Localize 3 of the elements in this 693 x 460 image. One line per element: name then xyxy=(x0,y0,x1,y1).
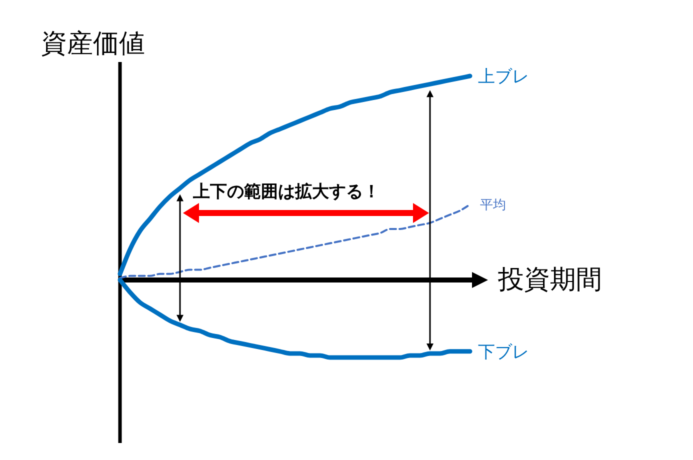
annotation: 上下の範囲は拡大する！ xyxy=(193,182,380,202)
x-axis-title: 投資期間 xyxy=(498,265,602,295)
y-axis-title: 資産価値 xyxy=(41,29,145,59)
